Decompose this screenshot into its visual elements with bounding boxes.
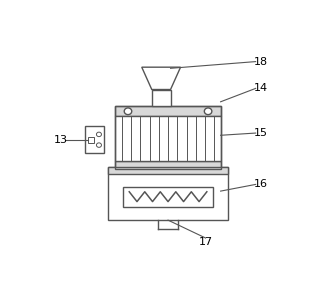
Text: 15: 15 <box>254 128 268 138</box>
Text: 14: 14 <box>254 84 268 93</box>
Text: 13: 13 <box>53 135 68 145</box>
Bar <box>116 106 221 169</box>
Circle shape <box>124 108 132 115</box>
Text: 16: 16 <box>254 180 268 189</box>
Bar <box>116 161 221 169</box>
Circle shape <box>204 108 212 115</box>
Bar <box>152 90 171 106</box>
Text: 17: 17 <box>199 238 213 247</box>
Bar <box>116 116 221 161</box>
Circle shape <box>97 132 101 137</box>
Circle shape <box>97 143 101 147</box>
Bar <box>108 166 228 174</box>
Polygon shape <box>142 67 181 90</box>
Bar <box>123 187 213 207</box>
Bar <box>88 137 94 143</box>
Text: 18: 18 <box>254 57 268 67</box>
Bar <box>108 166 228 220</box>
Bar <box>85 126 104 153</box>
Bar <box>116 106 221 116</box>
